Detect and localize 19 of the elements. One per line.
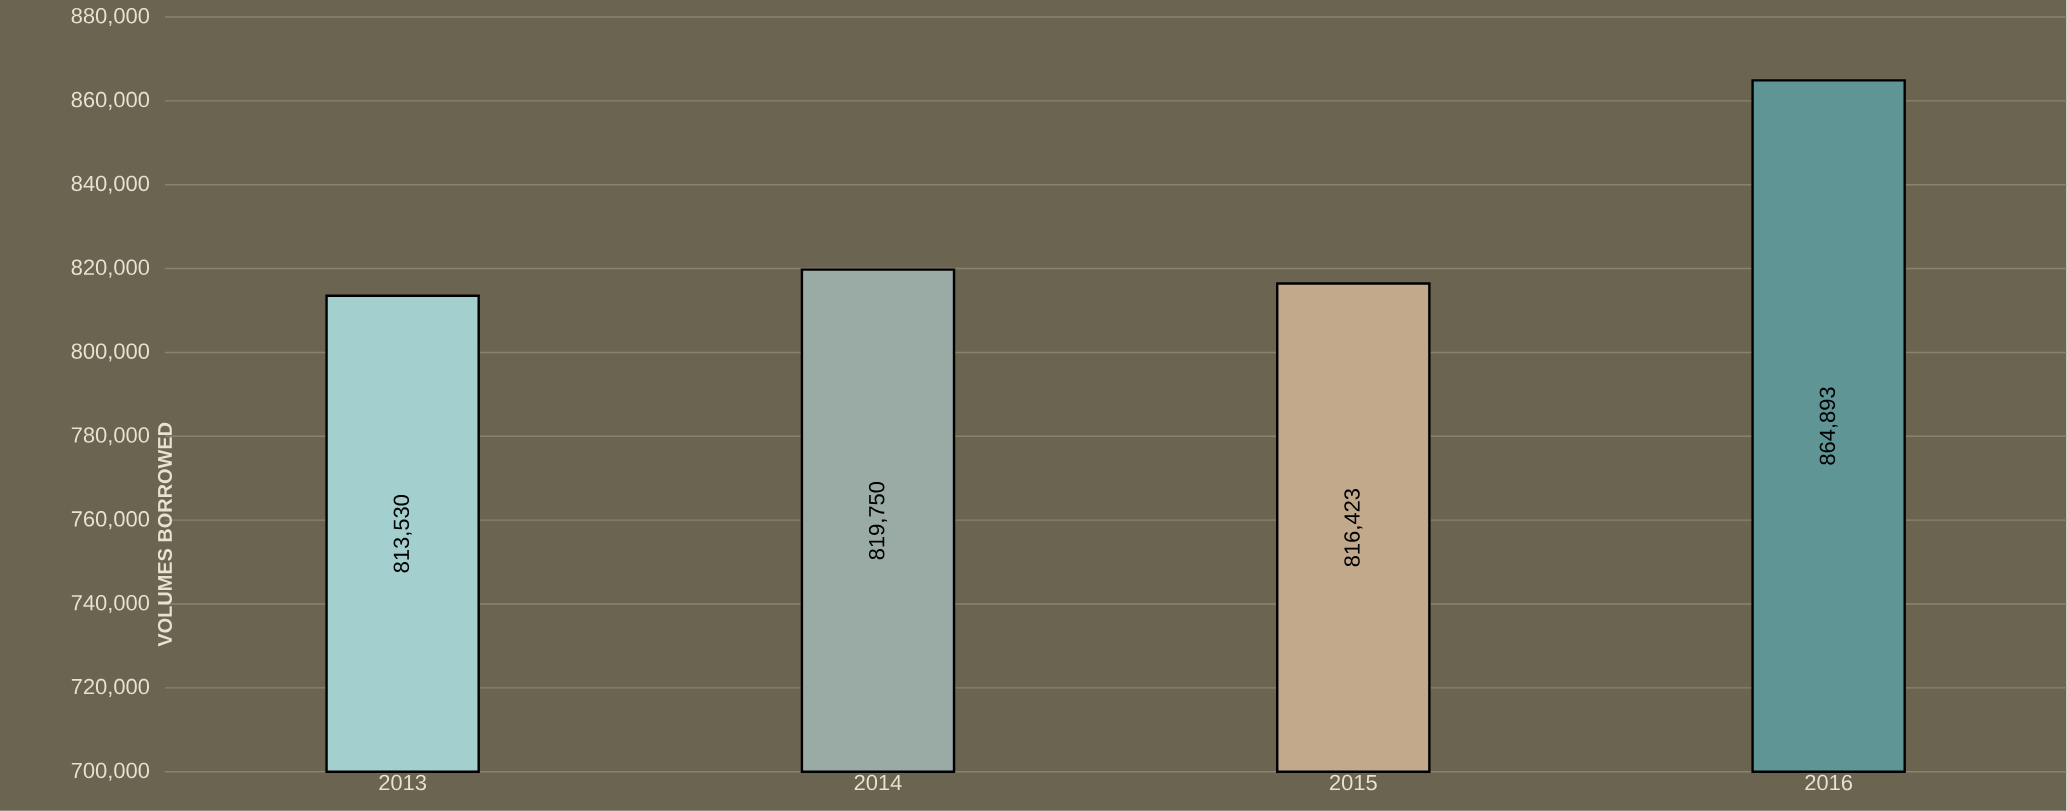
y-tick-label: 880,000 (71, 8, 150, 27)
y-axis-title: VOLUMES BORROWED (157, 422, 172, 647)
x-tick-label: 2014 (854, 774, 902, 791)
x-tick-label: 2016 (1805, 774, 1853, 791)
y-tick-label: 780,000 (71, 427, 150, 446)
y-tick-label: 720,000 (71, 678, 150, 698)
data-label: 813,530 (393, 495, 412, 573)
data-label: 819,750 (868, 482, 888, 560)
data-label: 816,423 (1344, 489, 1363, 567)
y-tick-label: 820,000 (71, 259, 150, 278)
y-tick-label: 740,000 (71, 595, 150, 614)
y-tick-label: 800,000 (71, 343, 150, 362)
x-tick-label: 2015 (1330, 774, 1377, 791)
y-tick-label: 840,000 (71, 175, 150, 194)
y-tick-label: 760,000 (71, 511, 150, 530)
y-tick-label: 860,000 (71, 91, 150, 111)
y-tick-label: 700,000 (71, 762, 150, 781)
data-label: 864,893 (1819, 387, 1838, 465)
x-tick-label: 2013 (379, 774, 427, 791)
